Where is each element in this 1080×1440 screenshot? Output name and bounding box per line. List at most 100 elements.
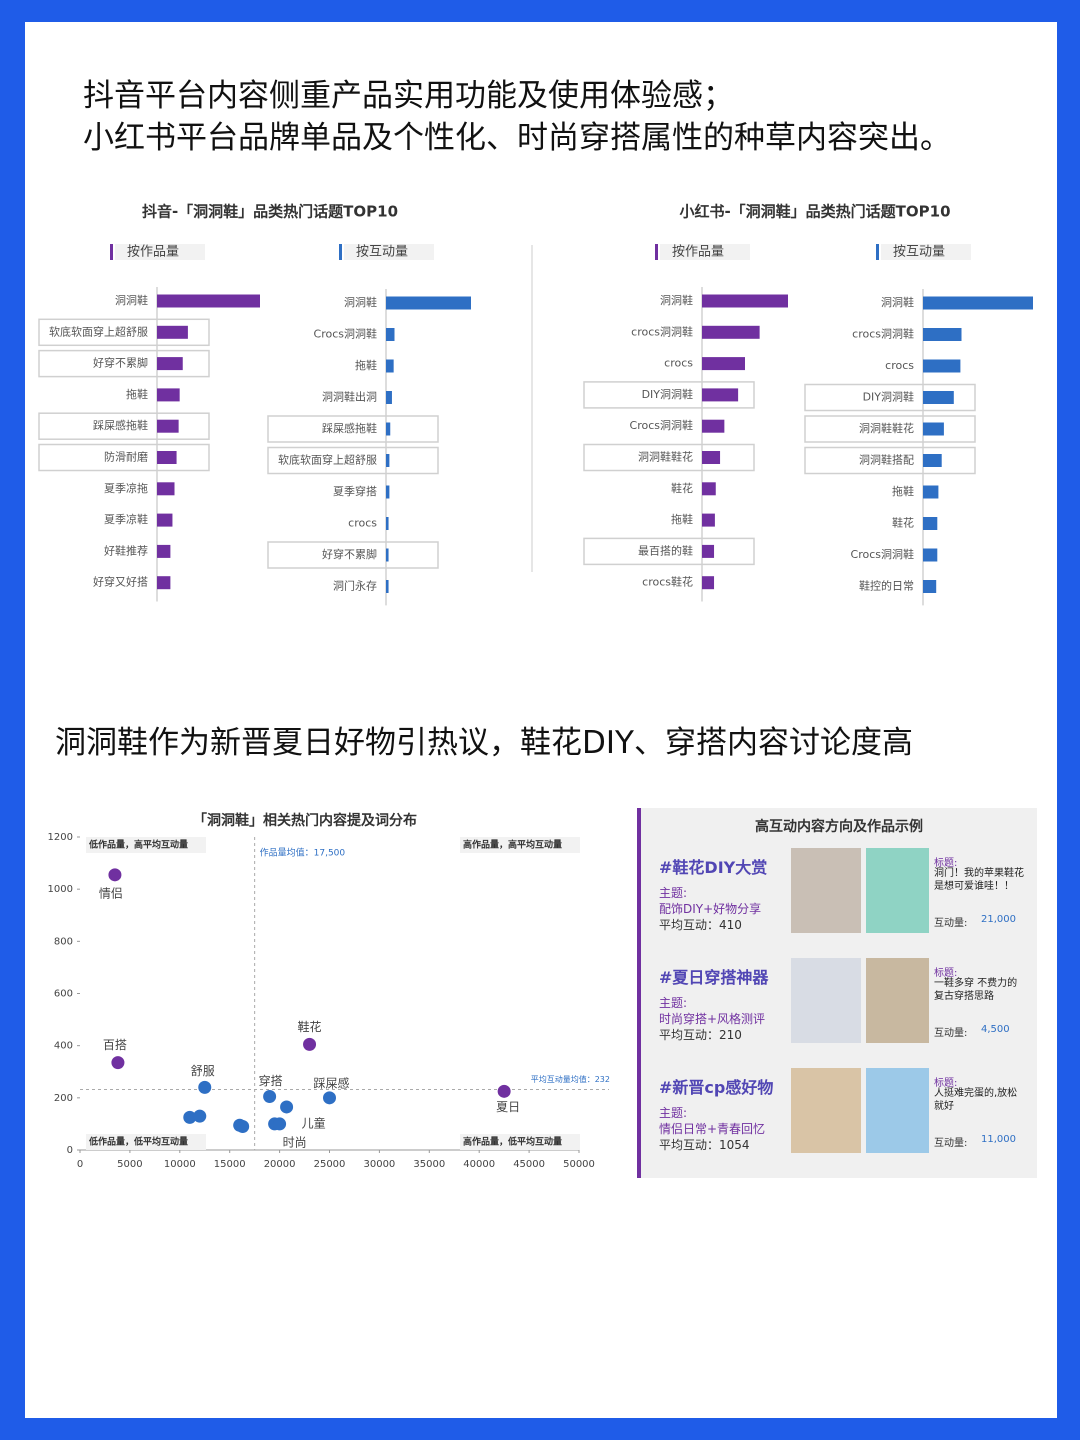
headline: 抖音平台内容侧重产品实用功能及使用体验感； [83,78,734,114]
reference-label: 平均互动量均值：232 [531,1074,610,1084]
bar [923,454,942,467]
x-tick-label: 15000 [214,1159,246,1170]
bar [386,422,391,436]
headline: 小红书平台品牌单品及个性化、时尚穿搭属性的种草内容突出。 [83,120,951,156]
x-tick-label: 25000 [314,1159,346,1170]
point [193,1109,207,1123]
highlight-box [38,318,210,347]
post: 一鞋多穿 不费力的复古穿搭思路 [934,978,1018,1002]
count-label: 互动量: [934,1028,968,1039]
category-label: 软底软面穿上超舒服 [278,453,377,467]
x-tick-label: 40000 [463,1159,495,1170]
panel-title: 高互动内容方向及作品示例 [755,819,923,835]
bar [702,357,745,371]
example-image [866,848,929,933]
bar [923,485,939,499]
x-tick-label: 20000 [264,1159,296,1170]
bar [157,451,177,464]
bar [923,580,937,593]
bar [157,482,175,496]
subtitle-bg [660,244,750,260]
category-label: Crocs洞洞鞋 [314,327,377,341]
tag: #夏日穿搭神器 [659,968,769,987]
count: 11,000 [981,1134,1016,1145]
category-label: 洞洞鞋出洞 [322,390,377,404]
y-tick-label: 800 [54,936,73,947]
y-tick-label: 200 [54,1093,73,1104]
highlight-box [267,446,439,475]
bar [702,325,760,339]
y-tick-label: 600 [54,989,73,1000]
subtitle-marker [110,244,113,260]
quadrant-label: 低作品量，高平均互动量 [88,839,188,851]
point-label: 鞋花 [298,1019,322,1034]
highlight-box [583,381,755,409]
category-label: 鞋花 [892,516,914,530]
point [198,1080,212,1094]
theme-label: 主题: [659,1106,688,1120]
bar [386,391,392,404]
bar [702,419,725,433]
theme: 情侣日常+青春回忆 [659,1122,766,1136]
bar [157,325,188,339]
category-label: 拖鞋 [126,387,148,401]
chart-title: 抖音-「洞洞鞋」品类热门话题TOP10 [142,203,398,221]
bar [386,454,390,467]
quadrant-box [86,1134,206,1150]
bar [923,548,938,562]
category-label: crocs [664,357,693,370]
theme: 时尚穿搭+风格测评 [659,1012,766,1026]
bar [386,517,389,530]
subtitle-bg [344,244,434,260]
category-label: crocs鞋花 [642,575,693,589]
subtitle: 按互动量 [893,245,945,260]
example-item: #夏日穿搭神器 主题: 时尚穿搭+风格测评 平均互动：210 标题: 一鞋多穿 不费力的复… [641,958,1037,1068]
bar [923,296,1033,310]
category-label: Crocs洞洞鞋 [851,547,914,561]
count-label: 互动量: [934,918,968,929]
category-label: 软底软面穿上超舒服 [49,324,148,338]
point-label: 儿童 [302,1115,326,1130]
example-item: #新晋cp感好物 主题: 情侣日常+青春回忆 平均互动：1054 标题: 人挺难完蛋的,放… [641,1068,1037,1178]
subtitle: 按作品量 [672,245,724,260]
highlight-box [583,443,755,472]
post-label: 标题: [934,858,958,869]
category-label: 好穿不累脚 [93,356,148,370]
highlight-box [804,383,976,412]
avg: 平均互动：1054 [659,1138,750,1152]
count-label: 互动量: [934,1138,968,1149]
point [183,1110,197,1124]
examples-panel: 高互动内容方向及作品示例 #鞋花DIY大赏 主题: 配饰DIY+好物分享 平均互动：4… [637,808,1037,1178]
tag: #新晋cp感好物 [659,1078,774,1097]
bar [157,576,171,590]
point-label: 踩屎感 [313,1075,349,1090]
point [263,1090,277,1104]
category-label: 夏季凉鞋 [104,512,148,526]
y-tick-label: 400 [54,1041,73,1052]
example-image [866,958,929,1043]
bar [157,388,180,402]
quadrant-box [86,837,206,853]
category-label: crocs [885,359,914,372]
bar [702,513,715,527]
point [236,1120,250,1134]
category-label: 好穿又好搭 [93,575,148,589]
highlight-box [583,537,755,566]
post-label: 标题: [934,1078,958,1089]
subtitle-marker [655,244,658,260]
avg: 平均互动：210 [659,1028,742,1042]
bar [157,544,171,558]
theme-label: 主题: [659,886,688,900]
x-tick-label: 35000 [413,1159,445,1170]
point [108,868,122,882]
bar [702,576,715,590]
y-tick-label: 0 [67,1145,73,1156]
category-label: 踩屎感拖鞋 [93,418,148,432]
bar [702,482,716,496]
category-label: crocs洞洞鞋 [631,324,693,338]
category-label: 鞋花 [671,481,693,495]
bar [157,513,173,527]
subtitle-bg [115,244,205,260]
tag: #鞋花DIY大赏 [659,858,768,877]
x-tick-label: 10000 [164,1159,196,1170]
